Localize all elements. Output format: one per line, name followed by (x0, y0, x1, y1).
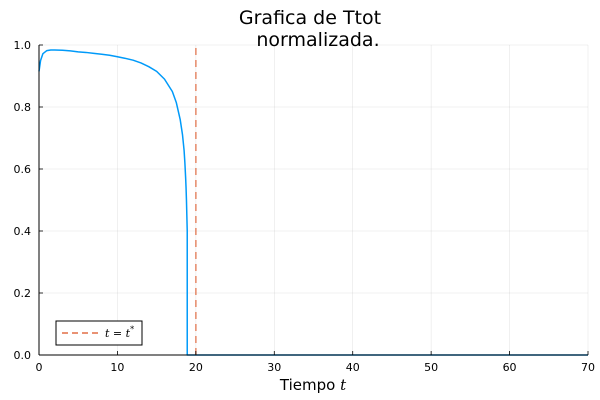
x-tick-label: 40 (346, 361, 360, 374)
legend-label-main: t = t (105, 327, 131, 340)
axes (38, 44, 589, 356)
chart-title-line-2: normalizada. (256, 29, 379, 51)
x-axis-label-text: Tiempo (279, 376, 340, 394)
y-tick-label: 0.6 (14, 163, 32, 176)
y-tick-label: 0.2 (14, 287, 32, 300)
y-tick-label: 0.8 (14, 101, 32, 114)
x-tick-label: 50 (424, 361, 438, 374)
legend-box (55, 320, 143, 346)
grid (38, 44, 589, 356)
legend-label-sup: * (130, 325, 134, 334)
x-tick-label: 60 (503, 361, 517, 374)
legend-label-t-star: t = t* (105, 325, 134, 340)
x-tick-label: 30 (267, 361, 281, 374)
x-axis-label-variable: t (340, 376, 347, 394)
x-tick-label: 70 (581, 361, 595, 374)
x-tick-label: 20 (189, 361, 203, 374)
y-tick-label: 0.4 (14, 225, 32, 238)
series-layer (38, 45, 588, 356)
x-tick-label: 10 (110, 361, 124, 374)
legend: t = t* (55, 320, 143, 346)
y-tick-labels: 0.0 0.2 0.4 0.6 0.8 1.0 (14, 39, 32, 362)
x-tick-labels: 0 10 20 30 40 50 60 70 (36, 361, 596, 374)
x-axis-label: Tiempo t (279, 376, 347, 394)
y-tick-label: 0.0 (14, 349, 32, 362)
chart-title-line-1: Grafica de Ttot (239, 7, 381, 29)
series-line-ttot (38, 49, 588, 356)
x-tick-label: 0 (36, 361, 43, 374)
y-tick-label: 1.0 (14, 39, 32, 52)
